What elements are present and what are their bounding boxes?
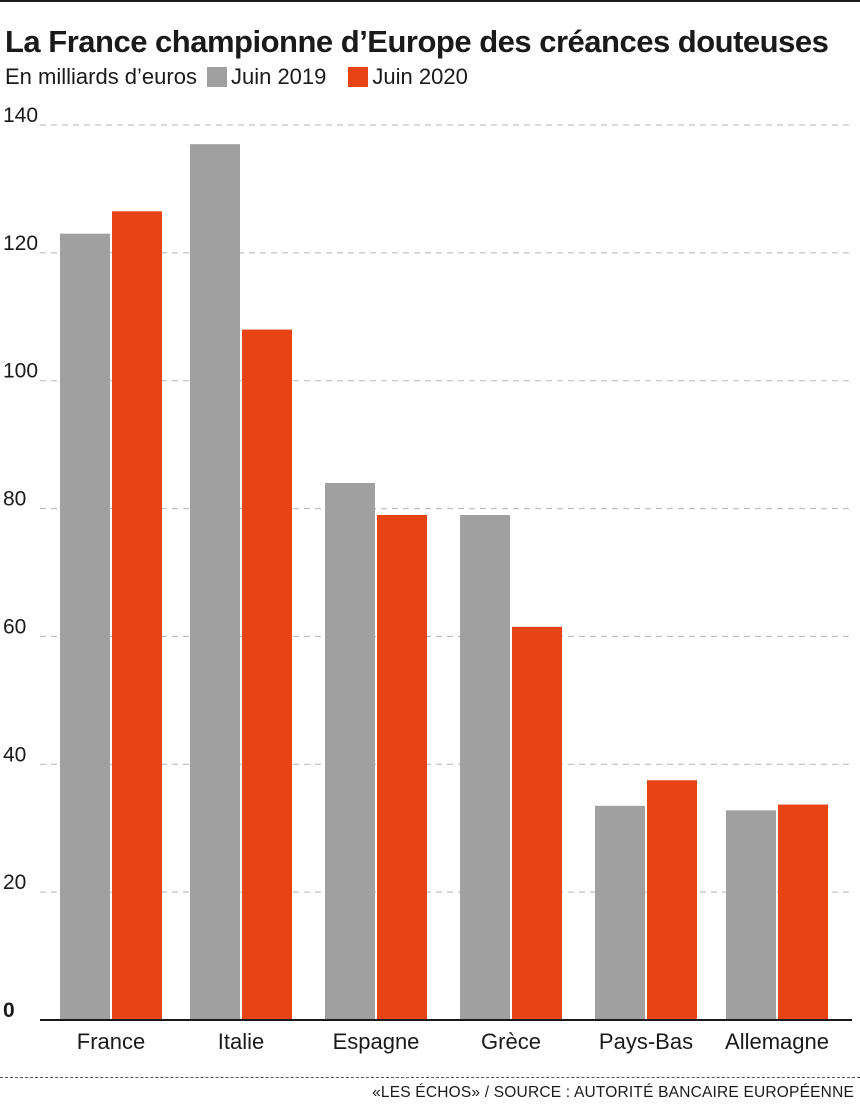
y-tick-label-0: 0 xyxy=(3,999,15,1022)
source-credit: «LES ÉCHOS» / SOURCE : AUTORITÉ BANCAIRE… xyxy=(372,1084,854,1101)
legend-item-2020: Juin 2020 xyxy=(348,64,468,90)
bar-italie-2020 xyxy=(242,329,292,1021)
x-tick-label-allemagne: Allemagne xyxy=(725,1029,829,1054)
legend-item-2019: Juin 2019 xyxy=(206,64,327,90)
bar-espagne-2019 xyxy=(325,483,375,1020)
y-tick-label-140: 140 xyxy=(3,104,38,127)
subtitle-row: En milliards d’euros Juin 2019 Juin 2020 xyxy=(5,63,468,91)
legend-label-2020: Juin 2020 xyxy=(372,64,468,89)
y-tick-label-20: 20 xyxy=(3,871,26,894)
y-tick-label-40: 40 xyxy=(3,743,26,766)
y-tick-label-80: 80 xyxy=(3,488,26,511)
bar-allemagne-2020 xyxy=(778,804,828,1020)
bar-pays-bas-2020 xyxy=(647,780,697,1020)
legend-swatch-2020 xyxy=(348,67,369,87)
x-tick-label-france: France xyxy=(77,1029,145,1054)
y-tick-label-100: 100 xyxy=(3,360,38,383)
bar-gr-ce-2020 xyxy=(512,626,562,1020)
x-tick-label-espagne: Espagne xyxy=(333,1029,420,1054)
chart-subtitle: En milliards d’euros xyxy=(5,64,197,89)
bar-allemagne-2019 xyxy=(726,810,776,1020)
y-tick-label-120: 120 xyxy=(3,232,38,255)
bottom-rule xyxy=(0,1077,860,1078)
top-rule xyxy=(0,0,860,2)
bar-pays-bas-2019 xyxy=(595,805,645,1020)
legend-swatch-2019 xyxy=(206,67,227,87)
x-tick-label-pays-bas: Pays-Bas xyxy=(599,1029,693,1054)
bar-france-2019 xyxy=(60,233,110,1020)
bar-gr-ce-2019 xyxy=(460,514,510,1020)
bar-italie-2019 xyxy=(190,144,240,1020)
bar-france-2020 xyxy=(112,211,162,1020)
legend-label-2019: Juin 2019 xyxy=(230,64,327,89)
chart-title: La France championne d’Europe des créanc… xyxy=(5,24,829,59)
bar-espagne-2020 xyxy=(377,514,427,1020)
y-tick-label-60: 60 xyxy=(3,615,26,638)
x-tick-label-italie: Italie xyxy=(218,1029,264,1054)
x-tick-label-gr-ce: Grèce xyxy=(481,1029,541,1054)
